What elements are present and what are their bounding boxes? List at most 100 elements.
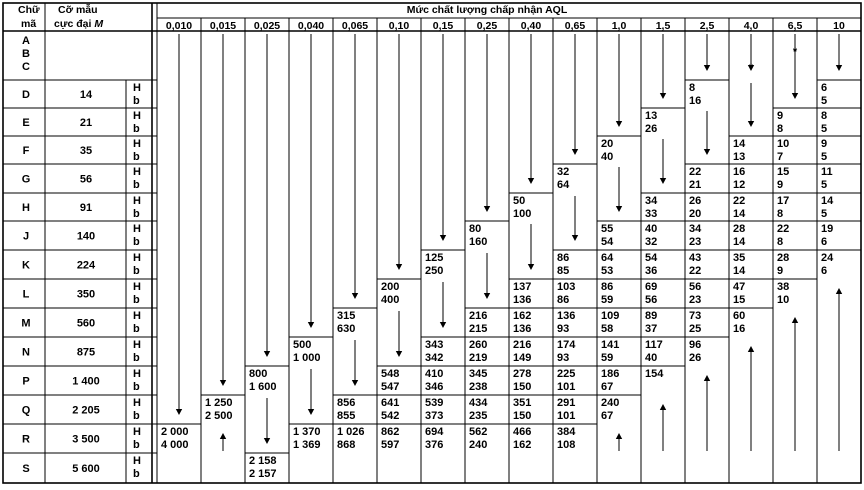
cell-value-H: 22 — [689, 166, 701, 178]
arrow-head — [659, 404, 667, 410]
cell-value-H: 200 — [381, 281, 399, 293]
cell-value-H: 86 — [601, 281, 613, 293]
aql-level-3: 0,040 — [298, 20, 324, 32]
cell-value-b: 5 — [821, 151, 827, 163]
cell-value-H: 14 — [733, 138, 746, 150]
cell-value-b: 22 — [689, 265, 701, 277]
cell-value-H: 9 — [777, 110, 783, 122]
row-code-D: D — [22, 89, 30, 101]
arrow-head — [791, 93, 799, 99]
value-cell: 816 — [685, 79, 729, 107]
cell-value-b: 14 — [733, 208, 746, 220]
arrow-head — [703, 149, 711, 155]
cell-value-H: 186 — [601, 368, 619, 380]
row-H-label: H — [133, 455, 141, 467]
aql-header: Mức chất lượng chấp nhận AQL — [407, 4, 568, 16]
cell-value-H: 125 — [425, 252, 443, 264]
arrow-head — [659, 178, 667, 184]
row-code-K: K — [22, 260, 30, 272]
row-H-label: H — [133, 166, 141, 178]
cell-value-H: 240 — [601, 397, 619, 409]
down-arrow — [615, 167, 623, 212]
cell-value-H: 216 — [513, 339, 531, 351]
arrow-head — [263, 351, 271, 357]
arrow-head — [219, 433, 227, 439]
row-H-label: H — [133, 368, 141, 380]
cell-value-b: 37 — [645, 323, 657, 335]
cell-value-b: 1 369 — [293, 439, 321, 451]
aql-level-8: 0,40 — [521, 20, 542, 32]
cell-value-H: 137 — [513, 281, 531, 293]
row-size-F: 35 — [80, 145, 92, 157]
arrow-head — [395, 351, 403, 357]
cell-value-b: 16 — [733, 323, 745, 335]
cell-value-b: 373 — [425, 410, 443, 422]
cell-value-H: 136 — [557, 310, 575, 322]
cell-value-H: 466 — [513, 426, 531, 438]
cell-value-b: 5 — [821, 95, 827, 107]
cell-value-H: 800 — [249, 368, 267, 380]
row-b-label: b — [133, 95, 140, 107]
cell-value-b: 240 — [469, 439, 487, 451]
aql-level-10: 1,0 — [612, 20, 627, 32]
code-header-line2: mã — [21, 18, 36, 30]
row-size-L: 350 — [77, 289, 95, 301]
down-arrow — [263, 34, 271, 357]
arrow-head — [439, 235, 447, 241]
cell-value-H: 500 — [293, 339, 311, 351]
cell-value-b: 8 — [777, 208, 783, 220]
row-code-E: E — [22, 117, 29, 129]
row-code-G: G — [22, 174, 31, 186]
cell-value-H: 694 — [425, 426, 444, 438]
cell-value-H: 86 — [557, 252, 569, 264]
cell-value-b: 21 — [689, 179, 701, 191]
cell-value-H: 54 — [645, 252, 658, 264]
row-H-label: H — [133, 310, 141, 322]
cell-value-H: 34 — [689, 223, 702, 235]
cell-value-H: 80 — [469, 223, 481, 235]
value-cell: 246 — [817, 249, 861, 277]
row-code-P: P — [22, 376, 29, 388]
cell-value-b: 12 — [733, 179, 745, 191]
cell-value-b: 101 — [557, 410, 575, 422]
cell-value-b: 23 — [689, 236, 701, 248]
cell-value-H: 96 — [689, 339, 701, 351]
down-arrow — [263, 398, 271, 444]
row-size-P: 1 400 — [72, 376, 100, 388]
cell-value-H: 260 — [469, 339, 487, 351]
cell-value-H: 103 — [557, 281, 575, 293]
cell-value-b: 108 — [557, 439, 575, 451]
down-arrow — [571, 196, 579, 241]
aql-level-13: 4,0 — [744, 20, 759, 32]
row-code-A: A — [22, 35, 30, 47]
row-size-G: 56 — [80, 174, 92, 186]
down-arrow — [747, 83, 755, 127]
down-arrow — [527, 34, 535, 184]
cell-value-b: 150 — [513, 381, 531, 393]
value-cell: 228 — [773, 220, 817, 248]
cell-value-b: 93 — [557, 323, 569, 335]
up-arrow — [659, 404, 667, 451]
arrow-head — [571, 235, 579, 241]
row-code-H: H — [22, 202, 30, 214]
value-cell: 159 — [773, 163, 817, 191]
size-header-text: cực đại — [54, 18, 91, 30]
